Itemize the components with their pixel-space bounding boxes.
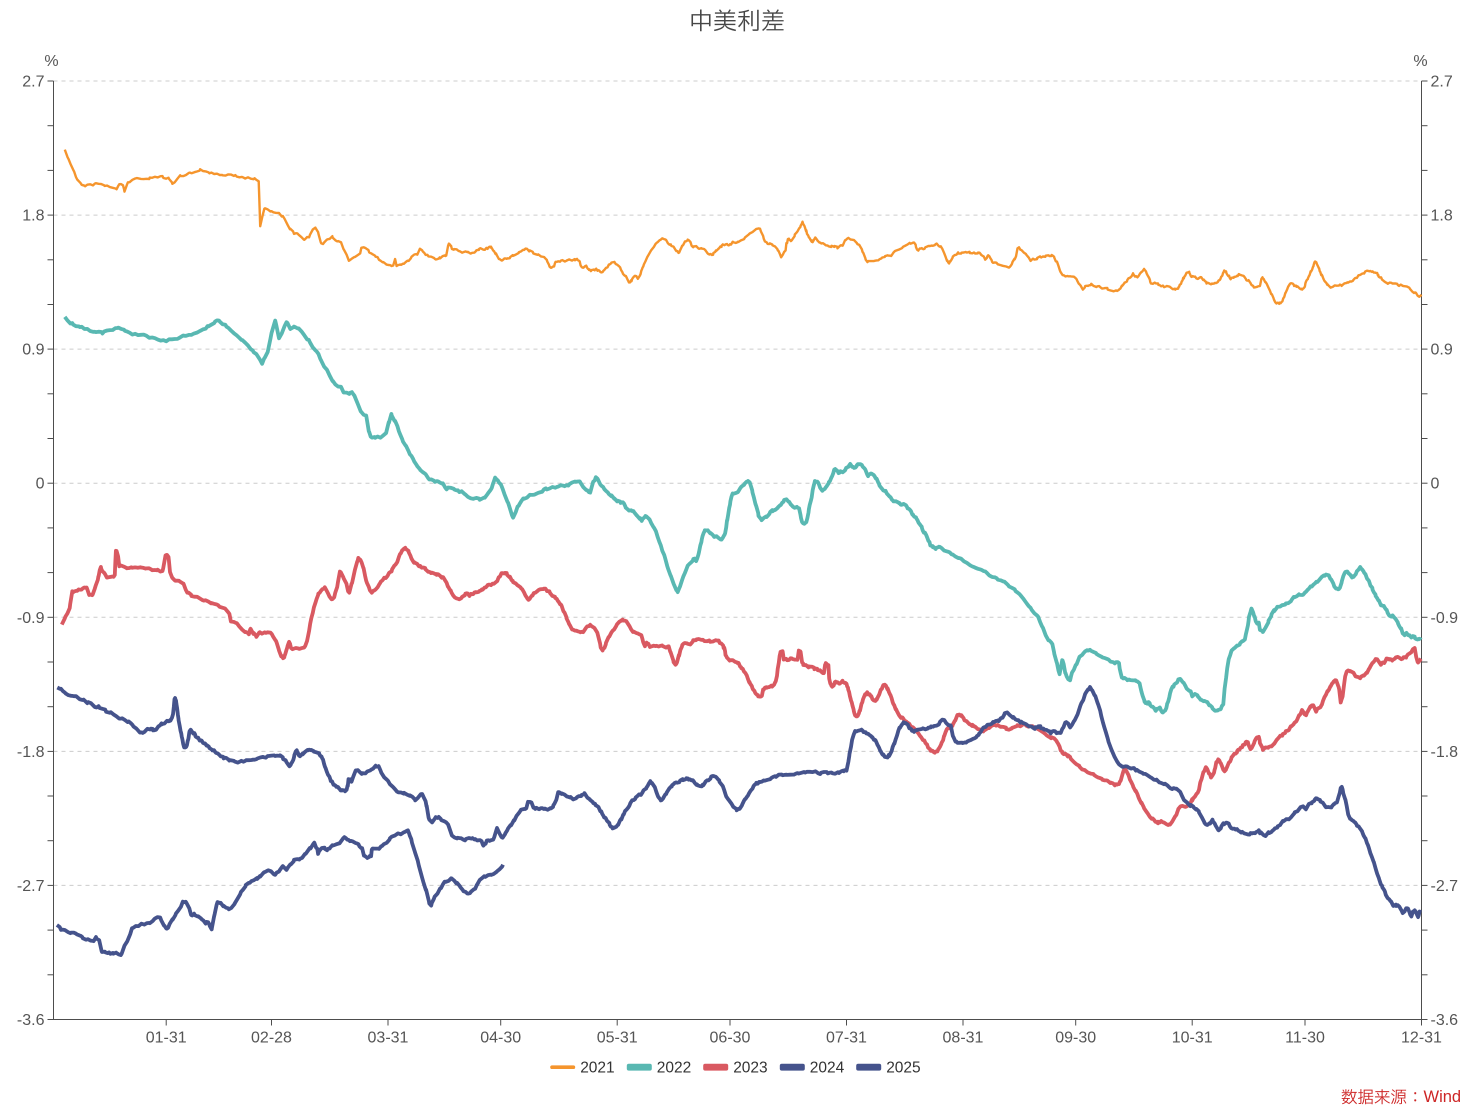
svg-text:2025: 2025 <box>886 1060 920 1077</box>
svg-text:0.9: 0.9 <box>22 342 44 359</box>
svg-text:-1.8: -1.8 <box>17 744 45 761</box>
svg-text:0.9: 0.9 <box>1431 342 1453 359</box>
svg-text:-1.8: -1.8 <box>1431 744 1459 761</box>
svg-text:-0.9: -0.9 <box>1431 610 1459 627</box>
svg-text:0: 0 <box>36 476 45 493</box>
svg-text:11-30: 11-30 <box>1285 1030 1325 1047</box>
svg-text:03-31: 03-31 <box>368 1030 409 1047</box>
svg-text:05-31: 05-31 <box>597 1030 638 1047</box>
svg-text:01-31: 01-31 <box>146 1030 187 1047</box>
svg-text:2022: 2022 <box>657 1060 691 1077</box>
svg-text:1.8: 1.8 <box>1431 208 1453 225</box>
svg-text:-0.9: -0.9 <box>17 610 45 627</box>
svg-text:2024: 2024 <box>810 1060 845 1077</box>
svg-text:02-28: 02-28 <box>251 1030 292 1047</box>
svg-text:08-31: 08-31 <box>943 1030 984 1047</box>
svg-text:-2.7: -2.7 <box>17 878 45 895</box>
svg-text:-3.6: -3.6 <box>17 1012 45 1029</box>
svg-text:2021: 2021 <box>580 1060 614 1077</box>
svg-text:12-31: 12-31 <box>1401 1030 1442 1047</box>
svg-text:06-30: 06-30 <box>710 1030 751 1047</box>
svg-text:1.8: 1.8 <box>22 208 44 225</box>
svg-text:2.7: 2.7 <box>22 74 44 91</box>
svg-text:Wind: Wind <box>1424 1088 1462 1106</box>
svg-text:0: 0 <box>1431 476 1440 493</box>
svg-text:04-30: 04-30 <box>480 1030 521 1047</box>
svg-text:2023: 2023 <box>733 1060 767 1077</box>
svg-text:%: % <box>1413 53 1427 70</box>
svg-text:09-30: 09-30 <box>1055 1030 1096 1047</box>
svg-text:-3.6: -3.6 <box>1431 1012 1459 1029</box>
svg-text:10-31: 10-31 <box>1172 1030 1213 1047</box>
svg-text:2.7: 2.7 <box>1431 74 1453 91</box>
svg-text:%: % <box>44 53 58 70</box>
svg-text:-2.7: -2.7 <box>1431 878 1459 895</box>
svg-text:07-31: 07-31 <box>826 1030 867 1047</box>
